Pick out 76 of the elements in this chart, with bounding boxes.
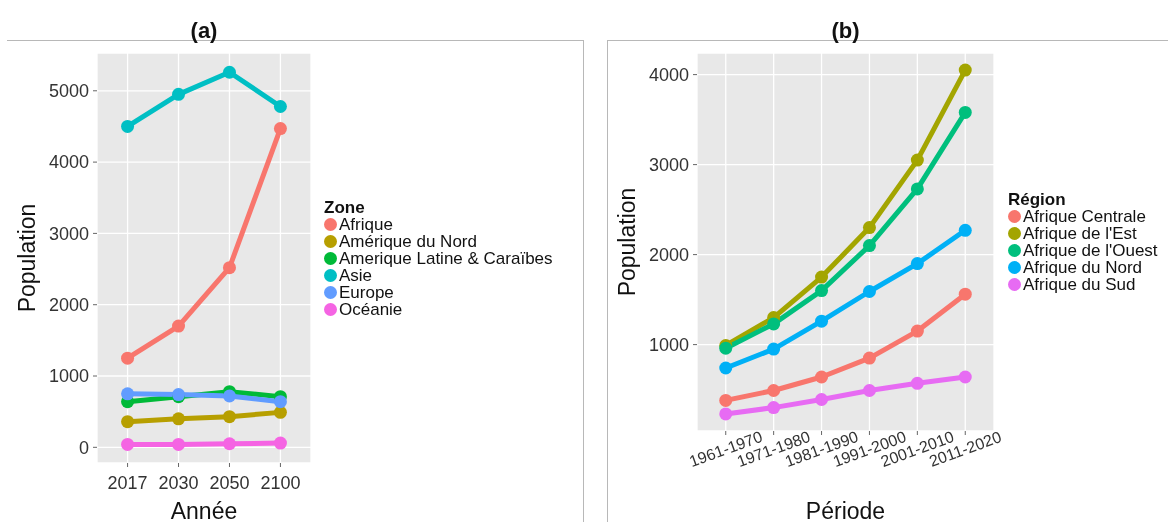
y-tick-label: 0 (78, 437, 89, 458)
point (815, 270, 829, 284)
point (172, 437, 186, 451)
point (121, 119, 135, 133)
y-tick-label: 3000 (48, 223, 89, 244)
x-axis-title: Période (805, 497, 886, 522)
point (767, 342, 781, 356)
point (815, 284, 829, 298)
legend-title: Région (1008, 190, 1067, 209)
point (172, 87, 186, 101)
chart-title: (b) (831, 18, 860, 43)
point (862, 285, 876, 298)
point (121, 387, 135, 401)
point (862, 384, 876, 397)
point (222, 389, 236, 403)
point (273, 436, 287, 450)
legend-label: Afrique de l'Ouest (1023, 241, 1158, 260)
point (767, 317, 781, 331)
chart-title: (a) (190, 18, 218, 43)
point (172, 319, 186, 333)
y-tick-label: 5000 (48, 81, 89, 102)
y-tick-label: 2000 (48, 295, 89, 316)
point (172, 412, 186, 426)
point (767, 384, 781, 397)
point (273, 405, 287, 419)
point (719, 393, 733, 407)
point (815, 370, 829, 384)
point (862, 221, 876, 235)
y-tick-label: 1000 (648, 334, 689, 355)
point (273, 122, 287, 136)
y-tick-label: 3000 (648, 154, 689, 175)
point (958, 287, 972, 301)
point (910, 182, 924, 196)
point (121, 415, 135, 429)
legend-label: Afrique du Nord (1023, 258, 1143, 277)
point (958, 105, 972, 119)
point (958, 370, 972, 384)
point (815, 393, 829, 406)
point (862, 351, 876, 365)
point (121, 351, 135, 365)
point (719, 407, 733, 421)
point (815, 314, 829, 328)
y-axis-title: Population (613, 187, 640, 297)
legend-label: Afrique Centrale (1023, 207, 1146, 226)
point (910, 257, 924, 271)
point (862, 239, 876, 253)
x-tick-label: 2050 (209, 473, 250, 493)
point (222, 410, 236, 424)
point (910, 324, 924, 338)
legend-label: Europe (339, 282, 394, 302)
point (910, 376, 924, 390)
point (222, 65, 236, 79)
point (910, 153, 924, 167)
x-tick-label: 2100 (260, 473, 301, 493)
legend-label: Asie (339, 265, 373, 285)
point (273, 395, 287, 409)
legend-label: Afrique de l'Est (1023, 224, 1137, 243)
point (958, 223, 972, 237)
x-axis-title: Année (170, 497, 238, 522)
y-axis-title: Population (13, 203, 40, 313)
y-tick-label: 1000 (48, 366, 89, 387)
point (767, 401, 781, 415)
legend-label: Afrique (339, 214, 393, 234)
point (121, 437, 135, 451)
x-tick-label: 2017 (107, 473, 148, 493)
point (958, 63, 972, 77)
y-tick-label: 4000 (648, 64, 689, 85)
y-tick-label: 2000 (648, 244, 689, 265)
point (222, 437, 236, 451)
y-tick-label: 4000 (48, 152, 89, 173)
point (222, 261, 236, 275)
legend-title: Zone (324, 197, 366, 217)
legend-label: Afrique du Sud (1023, 275, 1136, 294)
point (719, 361, 733, 375)
x-tick-label: 2030 (158, 473, 199, 493)
point (273, 99, 287, 113)
